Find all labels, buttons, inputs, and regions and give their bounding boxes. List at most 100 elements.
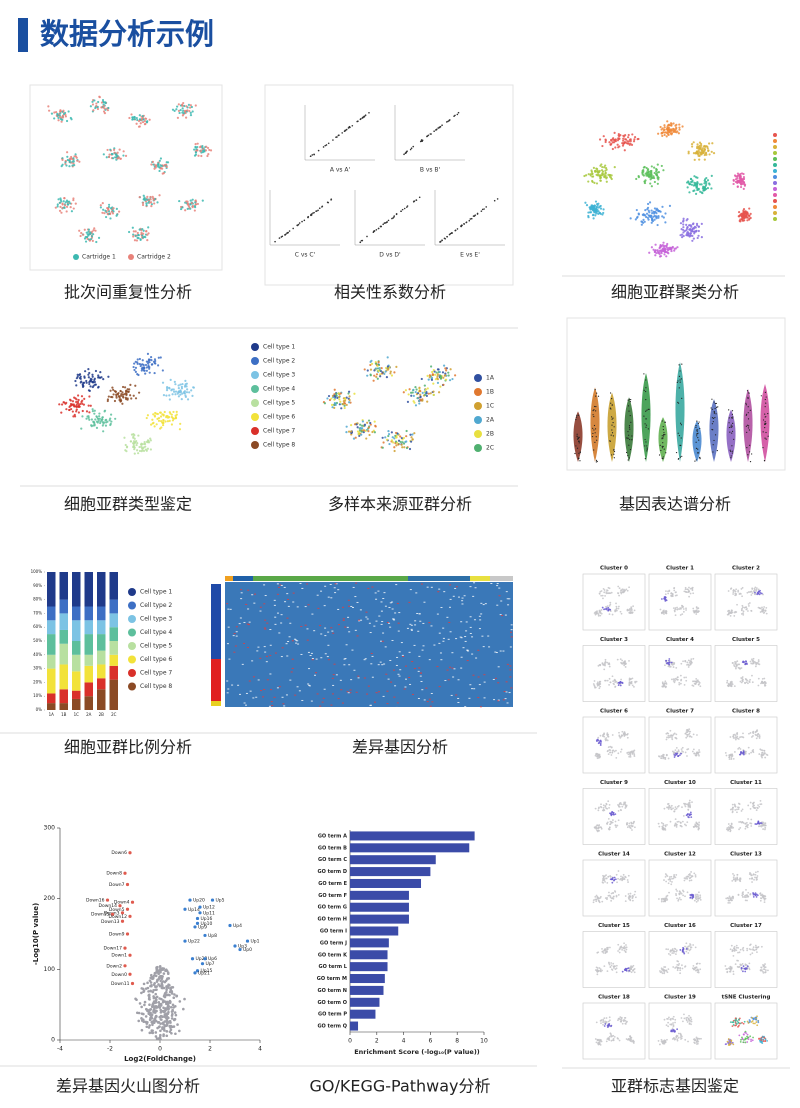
legend-dot [773,187,777,191]
heatmap-cell [455,694,458,696]
cell-dot [748,207,751,210]
cell-dot [340,407,343,410]
heatmap-cell [334,583,337,585]
cell-dot [420,377,423,381]
corr-dot [468,219,471,222]
cell-dot [92,229,95,232]
cell-dot [605,180,608,183]
legend-dot [251,357,259,365]
heatmap-cell [430,625,433,627]
heatmap-cell [448,606,451,608]
cell-dot [694,226,697,229]
heatmap-cell [506,663,509,665]
heatmap-cell [297,643,300,645]
cell-dot [411,438,414,441]
heatmap-cell [227,688,230,690]
cell-dot [166,161,170,164]
thumb-frame [562,100,785,275]
heatmap-cell [394,612,397,614]
cell-dot [183,104,186,108]
heatmap-annot [408,576,470,581]
heatmap-cell [287,598,290,600]
cell-dot [649,178,652,181]
heatmap-cell [247,589,250,591]
cell-dot [620,589,623,592]
cell-dot [664,664,666,667]
cell-dot [412,400,415,403]
cell-dot [642,166,645,169]
heatmap-cell [479,619,482,621]
cell-dot [95,102,98,105]
cell-dot [746,591,749,594]
cell-dot [672,128,676,131]
cell-dot [741,604,744,607]
cell-dot [142,198,145,201]
heatmap-cell [324,627,327,629]
cell-dot [664,221,667,224]
violin [573,411,583,462]
violin-dot [629,448,632,451]
corr-dot [292,227,294,230]
cell-dot [181,107,184,110]
cell-dot [102,110,106,113]
cell-dot [668,658,671,660]
cell-dot [365,437,368,440]
heatmap-cell [344,626,347,628]
cell-dot [109,148,112,151]
violin-dot [645,399,647,401]
corr-dot [493,199,496,202]
bar-segment [109,599,118,614]
cell-dot [179,393,182,396]
legend-dot [773,193,777,197]
cell-dot [183,392,186,395]
corr-dot [307,215,310,218]
cell-dot [406,400,410,403]
violin-dot [696,433,698,435]
cell-dot [611,734,614,736]
caption: GO/KEGG-Pathway分析 [309,1077,490,1096]
violin-dot [626,437,628,439]
cell-dot [129,440,133,443]
cell-dot [94,369,98,373]
cell-dot [114,417,117,420]
cell-dot [636,215,639,219]
cell-dot [650,175,653,179]
cell-dot [327,394,331,398]
cell-dot [655,251,658,255]
cell-dot [158,166,161,169]
cell-dot [145,449,148,452]
heatmap-cell [460,656,463,658]
heatmap-cell [410,628,413,630]
cell-dot [732,593,735,595]
gene-label: Down2 [106,963,122,969]
violin-dot [592,432,594,435]
cell-dot [627,140,631,143]
heatmap-cell [497,682,500,684]
cell-dot [91,381,94,384]
cell-dot [675,678,678,681]
cell-dot [94,383,97,386]
cell-dot [603,668,606,671]
violin-dot [661,447,664,449]
cell-dot [384,436,387,439]
violin-dot [751,453,753,455]
bar-segment [72,572,81,607]
gene-point [193,971,197,975]
cell-dot [687,150,690,153]
bar-segment [72,606,81,621]
cell-dot [687,152,690,155]
cell-dot [369,373,372,376]
cell-dot [691,588,694,591]
cell-dot [665,660,668,662]
bar-segment [59,572,68,600]
violin-dot [697,437,699,439]
cell-dot [390,439,394,442]
cell-dot [626,589,629,592]
cell-dot [165,165,168,169]
heatmap-cell [417,697,420,699]
heatmap-cell [273,604,276,606]
cell-dot [761,677,764,680]
cell-dot [196,202,200,206]
cell-dot [84,370,87,373]
heatmap-cell [276,612,279,614]
